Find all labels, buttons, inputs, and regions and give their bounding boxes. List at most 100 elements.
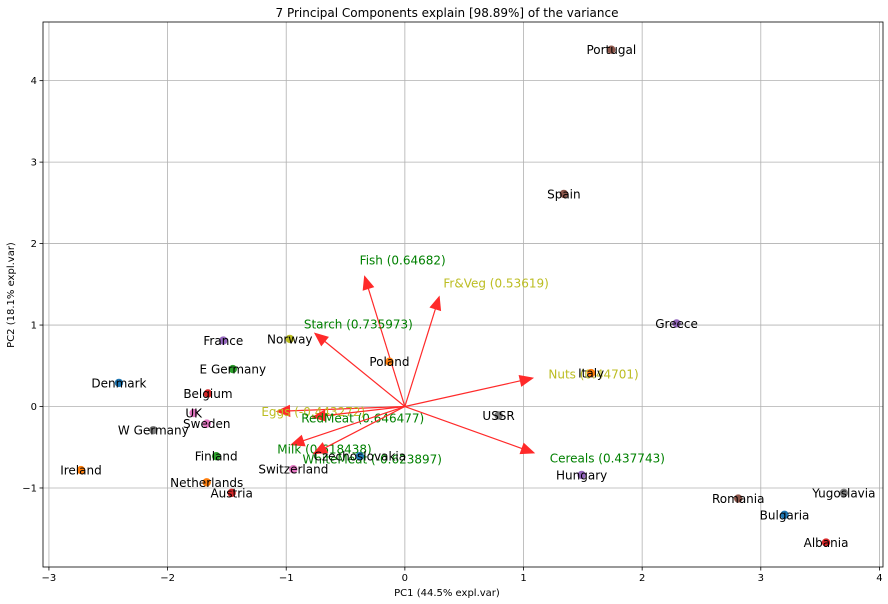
plot-frame — [42, 21, 884, 568]
point-label: Denmark — [91, 376, 146, 390]
scatter-point — [821, 538, 831, 547]
loading-vector-line — [404, 405, 523, 450]
point-label: Greece — [655, 317, 698, 331]
loading-vector-line — [303, 405, 406, 442]
loading-vector-arrowhead — [518, 374, 535, 387]
point-label: Portugal — [586, 43, 636, 57]
point-label: Norway — [267, 332, 313, 346]
scatter-point — [355, 452, 364, 461]
loading-vector-line — [324, 340, 406, 407]
point-label: Switzerland — [258, 463, 328, 477]
loading-vector-arrowhead — [312, 442, 329, 455]
scatter-point — [607, 45, 616, 54]
x-tick-label: 1 — [520, 573, 526, 584]
scatter-point — [780, 510, 789, 520]
scatter-point — [227, 488, 236, 498]
y-tick-label: −1 — [22, 483, 37, 494]
point-label: E Germany — [200, 363, 267, 377]
point-label: Bulgaria — [760, 508, 810, 522]
point-label: Poland — [369, 355, 409, 369]
point-label: Sweden — [183, 417, 230, 431]
axis-ticks: −3 −2 −1 0 1 2 3 4 −1 0 1 2 3 4 — [22, 76, 882, 584]
loading-vector-line — [404, 308, 436, 407]
scatter-point — [559, 189, 569, 199]
loading-vector-label: Fish (0.64682) — [360, 254, 446, 268]
loading-vector-label: Starch (0.735973) — [304, 317, 413, 331]
scatter-point — [385, 357, 394, 366]
scatter-point — [734, 494, 743, 503]
loading-vector-arrowhead — [313, 332, 329, 347]
loading-vector-line — [324, 405, 406, 449]
scatter-point — [285, 334, 294, 344]
loading-vector-line — [325, 405, 405, 417]
point-label: Italy — [578, 367, 604, 381]
point-label: France — [203, 334, 243, 348]
loading-vector-label: RedMeat (0.646477) — [301, 411, 424, 425]
loading-vector-label: WhiteMeat (-0.623897) — [303, 452, 442, 466]
loading-vector-arrowhead — [275, 404, 291, 417]
y-axis-label: PC2 (18.1% expl.var) — [6, 242, 17, 348]
loading-vector-label: Eggs (-0.443272) — [261, 405, 365, 419]
scatter-points — [76, 45, 849, 547]
scatter-point — [219, 336, 228, 345]
loading-vector-arrowhead — [519, 442, 536, 455]
grid-lines — [43, 22, 883, 567]
y-tick-label: 0 — [31, 402, 37, 413]
scatter-point — [577, 470, 586, 480]
point-label: Yugoslavia — [811, 486, 875, 500]
point-labels: Portugal Spain Greece Italy Norway Poland Fran… — [60, 43, 875, 550]
loading-vector-arrowhead — [362, 275, 375, 291]
point-label: Czechoslovakia — [313, 450, 406, 464]
scatter-point — [149, 425, 158, 435]
chart-title: 7 Principal Components explain [98.89%] … — [276, 6, 619, 20]
y-tick-label: 2 — [31, 239, 37, 250]
loading-vector-arrowhead — [311, 409, 327, 422]
scatter-point — [228, 364, 238, 374]
point-label: W Germany — [118, 424, 189, 438]
loading-vector-line — [367, 288, 406, 407]
x-tick-label: 3 — [758, 573, 764, 584]
scatter-point — [494, 411, 503, 420]
x-tick-label: −3 — [42, 573, 57, 584]
scatter-point — [203, 389, 213, 398]
point-label: Austria — [210, 486, 252, 500]
scatter-point — [586, 368, 596, 378]
x-axis-label: PC1 (44.5% expl.var) — [394, 588, 500, 599]
point-label: Albania — [804, 536, 849, 550]
y-tick-label: 1 — [31, 321, 37, 332]
scatter-point — [202, 478, 211, 487]
point-label: Romania — [712, 492, 764, 506]
x-tick-label: 0 — [402, 573, 408, 584]
x-tick-label: −2 — [160, 573, 175, 584]
loading-vector-line — [404, 380, 521, 408]
point-label: UK — [185, 407, 203, 421]
point-label: USSR — [482, 409, 514, 423]
point-label: Netherlands — [170, 476, 243, 490]
loading-vector-arrowhead — [429, 295, 442, 312]
y-tick-label: 3 — [31, 158, 37, 169]
loading-vector-label: Fr&Veg (0.53619) — [443, 276, 548, 290]
loading-vector-label: Cereals (0.437743) — [550, 452, 665, 466]
scatter-point — [202, 419, 211, 428]
loading-vector-line — [289, 405, 405, 412]
scatter-point — [114, 378, 124, 388]
point-label: Finland — [195, 450, 238, 464]
loading-vector-arrowhead — [289, 434, 306, 447]
x-tick-label: −1 — [279, 573, 294, 584]
scatter-point — [839, 488, 849, 498]
point-label: Ireland — [60, 464, 102, 478]
scatter-point — [289, 465, 298, 474]
x-tick-label: 2 — [639, 573, 645, 584]
scatter-point — [189, 408, 198, 418]
y-tick-label: 4 — [31, 76, 37, 87]
scatter-point — [76, 465, 86, 475]
scatter-point — [212, 452, 221, 461]
loading-vectors: Fish (0.64682) Fr&Veg (0.53619) Starch (0.… — [261, 254, 665, 467]
point-label: Spain — [547, 187, 581, 201]
x-tick-label: 4 — [876, 573, 882, 584]
point-label: Belgium — [183, 387, 232, 401]
scatter-point — [672, 319, 681, 328]
point-label: Hungary — [556, 468, 607, 482]
